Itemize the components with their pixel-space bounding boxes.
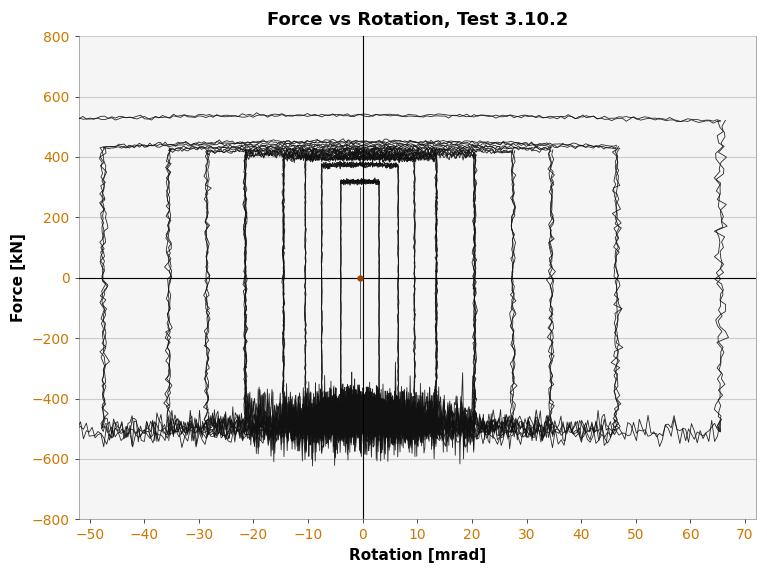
Title: Force vs Rotation, Test 3.10.2: Force vs Rotation, Test 3.10.2 [267,11,568,29]
Y-axis label: Force [kN]: Force [kN] [11,233,26,322]
X-axis label: Rotation [mrad]: Rotation [mrad] [349,548,486,563]
